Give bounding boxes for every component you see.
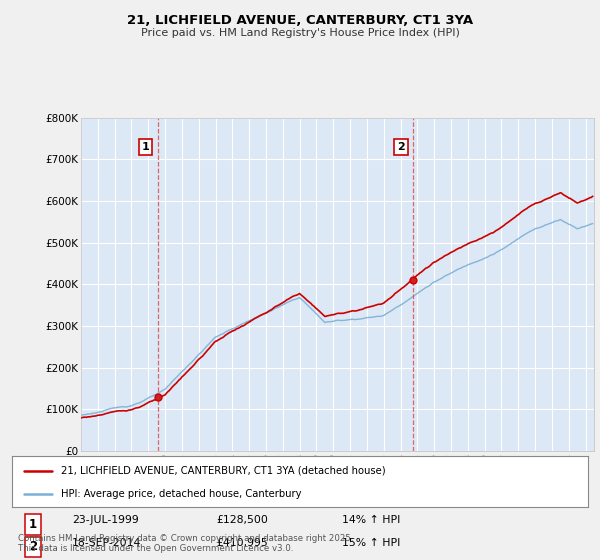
Text: 2: 2 xyxy=(397,142,405,152)
Text: 15% ↑ HPI: 15% ↑ HPI xyxy=(342,538,400,548)
Text: Price paid vs. HM Land Registry's House Price Index (HPI): Price paid vs. HM Land Registry's House … xyxy=(140,28,460,38)
Text: 21, LICHFIELD AVENUE, CANTERBURY, CT1 3YA: 21, LICHFIELD AVENUE, CANTERBURY, CT1 3Y… xyxy=(127,14,473,27)
Text: 1: 1 xyxy=(142,142,149,152)
Text: 21, LICHFIELD AVENUE, CANTERBURY, CT1 3YA (detached house): 21, LICHFIELD AVENUE, CANTERBURY, CT1 3Y… xyxy=(61,465,386,475)
Text: 23-JUL-1999: 23-JUL-1999 xyxy=(72,515,139,525)
Text: 18-SEP-2014: 18-SEP-2014 xyxy=(72,538,142,548)
Text: 14% ↑ HPI: 14% ↑ HPI xyxy=(342,515,400,525)
Text: £410,995: £410,995 xyxy=(216,538,268,548)
Text: 2: 2 xyxy=(29,540,37,553)
Text: HPI: Average price, detached house, Canterbury: HPI: Average price, detached house, Cant… xyxy=(61,489,301,499)
Text: Contains HM Land Registry data © Crown copyright and database right 2025.
This d: Contains HM Land Registry data © Crown c… xyxy=(18,534,353,553)
Text: £128,500: £128,500 xyxy=(216,515,268,525)
Text: 1: 1 xyxy=(29,518,37,531)
